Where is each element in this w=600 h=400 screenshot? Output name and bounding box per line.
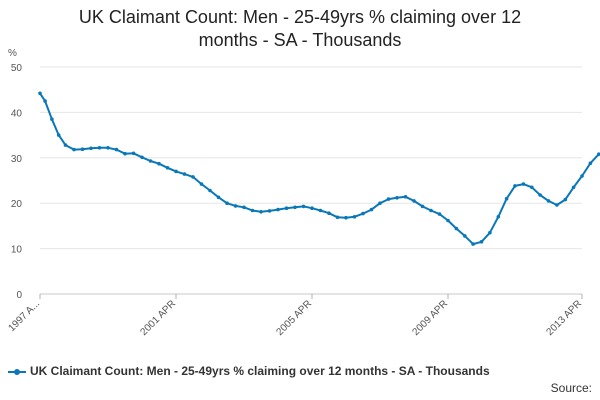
x-tick-label: 1997 A... — [6, 298, 42, 334]
data-point — [546, 199, 551, 203]
data-point — [199, 182, 204, 186]
data-point — [513, 184, 517, 188]
data-point — [446, 218, 450, 223]
series-layer — [38, 91, 600, 246]
data-point — [50, 117, 54, 121]
data-point — [530, 185, 534, 190]
data-point — [412, 199, 416, 203]
x-tick-label: 2013 APR — [544, 298, 584, 338]
data-point — [521, 182, 526, 186]
y-tick-label: 20 — [11, 199, 23, 210]
data-point — [496, 215, 501, 219]
data-point — [208, 188, 212, 193]
legend[interactable]: UK Claimant Count: Men - 25-49yrs % clai… — [8, 364, 593, 378]
data-point — [106, 146, 110, 150]
data-point — [580, 174, 584, 178]
data-point — [174, 169, 178, 174]
data-point — [72, 147, 76, 152]
data-point — [284, 206, 289, 210]
data-point — [293, 205, 297, 210]
data-point — [89, 146, 93, 151]
y-tick-label: 0 — [16, 290, 22, 301]
x-tick-label: 2009 APR — [410, 298, 450, 338]
chart-title-line-1: UK Claimant Count: Men - 25-49yrs % clai… — [78, 7, 522, 27]
data-point — [318, 208, 323, 213]
data-point — [165, 166, 170, 170]
data-point — [140, 155, 144, 160]
data-point — [344, 215, 348, 220]
y-axis-unit: % — [8, 48, 17, 59]
data-point — [571, 185, 576, 190]
data-point — [267, 209, 272, 213]
data-point — [538, 193, 542, 197]
source-label: Source: — [550, 381, 592, 395]
data-point — [114, 147, 119, 152]
series-line — [39, 92, 600, 246]
data-point — [43, 99, 47, 103]
data-point — [361, 211, 365, 216]
legend-swatch — [8, 367, 26, 377]
data-point — [301, 204, 306, 209]
data-point — [259, 210, 263, 214]
data-point — [157, 161, 161, 166]
data-point — [597, 152, 600, 156]
data-point — [471, 242, 475, 246]
y-tick-label: 10 — [11, 245, 23, 256]
data-point — [233, 204, 238, 208]
data-point — [80, 147, 85, 151]
data-point — [454, 226, 459, 231]
data-point — [123, 151, 127, 156]
data-point — [504, 196, 509, 201]
grid-layer — [40, 66, 582, 295]
data-point — [56, 133, 61, 137]
y-tick-label: 40 — [11, 108, 23, 119]
data-point — [479, 240, 484, 244]
data-point — [131, 151, 136, 156]
data-point — [335, 215, 340, 220]
data-point — [276, 207, 280, 212]
data-point — [437, 212, 442, 216]
data-point — [38, 91, 42, 96]
data-point — [242, 205, 246, 210]
data-point — [148, 159, 153, 163]
data-point — [327, 211, 331, 215]
data-point — [488, 230, 492, 235]
legend-label: UK Claimant Count: Men - 25-49yrs % clai… — [30, 364, 490, 378]
data-point — [225, 201, 229, 205]
chart-title-line-2: months - SA - Thousands — [198, 30, 402, 50]
data-point — [352, 215, 357, 219]
data-point — [216, 195, 221, 200]
data-point — [420, 204, 425, 209]
y-tick-label: 50 — [11, 63, 23, 74]
data-point — [369, 207, 374, 212]
data-point — [191, 175, 195, 179]
data-point — [403, 195, 408, 199]
data-point — [250, 208, 255, 213]
chart-title: UK Claimant Count: Men - 25-49yrs % clai… — [0, 6, 600, 52]
data-point — [395, 196, 399, 200]
data-point — [555, 203, 559, 207]
x-tick-label: 2005 APR — [274, 298, 314, 338]
data-point — [63, 143, 68, 147]
x-tick-label: 2001 APR — [138, 298, 178, 338]
data-point — [182, 172, 187, 176]
y-tick-label: 30 — [11, 154, 23, 165]
data-point — [378, 201, 382, 205]
data-point — [97, 146, 102, 150]
data-point — [429, 208, 433, 213]
data-point — [563, 197, 568, 202]
data-point — [588, 161, 593, 165]
data-point — [463, 234, 467, 238]
data-point — [386, 197, 391, 201]
data-point — [310, 206, 314, 210]
